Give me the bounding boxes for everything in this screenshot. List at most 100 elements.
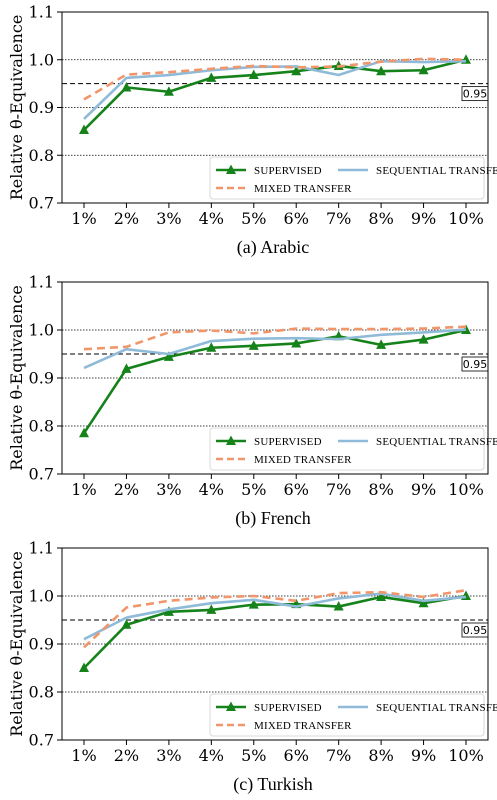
y-tick-label: 1.1 [29, 3, 54, 22]
data-point [206, 72, 217, 82]
panel-caption: (a) Arabic [237, 237, 309, 258]
data-point [163, 351, 174, 361]
data-point [79, 427, 89, 438]
data-point [248, 340, 259, 350]
data-point [248, 69, 259, 80]
data-point [79, 662, 89, 672]
legend-label-sequential: SEQUENTIAL TRANSFER [376, 436, 497, 448]
x-tick-label: 3% [156, 746, 181, 765]
legend-label-mixed: MIXED TRANSFER [254, 454, 352, 466]
x-tick-label: 9% [411, 480, 436, 499]
data-point [418, 64, 429, 75]
data-point [418, 334, 429, 344]
series-line-supervised [83, 58, 467, 131]
legend [209, 156, 485, 200]
x-tick-label: 4% [199, 209, 224, 228]
chart-panel-1: 0.95 0.7 0.8 0.9 1.0 1.1 1% 2% 3% 4% 5% 6% 7% 8% 9% 10%… [7, 3, 497, 259]
chart-panel-3: 0.95 0.7 0.8 0.9 1.0 1.1 1% 2% 3% 4% 5% 6% 7% 8% 9% 10%… [7, 539, 497, 796]
data-point [376, 591, 387, 601]
data-point [206, 604, 217, 614]
legend-marker [226, 435, 236, 445]
y-tick-label: 0.7 [29, 465, 54, 484]
x-tick-label: 5% [241, 209, 266, 228]
x-tick-label: 9% [411, 746, 436, 765]
data-point [333, 601, 344, 611]
reference-label: 0.95 [463, 624, 488, 637]
series-line-sequential [83, 592, 467, 641]
legend-label-mixed: MIXED TRANSFER [254, 183, 352, 195]
y-axis-label: Relative θ-Equivalence [7, 285, 26, 471]
data-point [418, 597, 429, 608]
data-point [163, 86, 174, 96]
x-tick-label: 7% [326, 746, 351, 765]
y-tick-label: 0.8 [29, 683, 54, 702]
legend-label-sequential: SEQUENTIAL TRANSFER [376, 165, 497, 177]
x-tick-label: 4% [199, 480, 224, 499]
y-tick-label: 0.7 [29, 194, 54, 213]
x-tick-label: 1% [71, 480, 96, 499]
x-tick-label: 5% [241, 746, 266, 765]
legend-label-sequential: SEQUENTIAL TRANSFER [376, 702, 497, 714]
y-tick-label: 1.1 [29, 539, 54, 558]
y-tick-label: 0.9 [29, 369, 54, 388]
x-tick-label: 7% [326, 480, 351, 499]
x-tick-label: 2% [114, 746, 139, 765]
y-tick-label: 0.7 [29, 731, 54, 750]
x-tick-label: 10% [448, 480, 484, 499]
series-line-mixed [83, 57, 467, 101]
data-point [163, 606, 174, 616]
data-point [206, 342, 217, 352]
y-axis-label: Relative θ-Equivalence [7, 15, 26, 201]
legend-marker [226, 164, 236, 174]
panel-caption: (c) Turkish [233, 774, 313, 795]
y-tick-label: 0.8 [29, 417, 54, 436]
series-line-mixed [83, 588, 467, 649]
chart-panel-2: 0.95 0.7 0.8 0.9 1.0 1.1 1% 2% 3% 4% 5% 6% 7% 8% 9% 10%… [7, 273, 497, 530]
reference-label: 0.95 [463, 88, 488, 101]
x-tick-label: 9% [411, 209, 436, 228]
y-tick-label: 1.0 [29, 587, 54, 606]
x-tick-label: 7% [326, 209, 351, 228]
x-tick-label: 8% [368, 480, 393, 499]
reference-label: 0.95 [463, 358, 488, 371]
x-tick-label: 4% [199, 746, 224, 765]
data-point [291, 337, 302, 348]
x-tick-label: 10% [448, 746, 484, 765]
legend-label-supervised: SUPERVISED [254, 702, 322, 714]
x-tick-label: 6% [284, 209, 309, 228]
data-point [121, 81, 132, 92]
x-tick-label: 10% [448, 209, 484, 228]
data-point [121, 363, 132, 373]
legend-label-supervised: SUPERVISED [254, 165, 322, 177]
series-line-supervised [82, 328, 467, 434]
y-tick-label: 1.0 [29, 321, 54, 340]
y-tick-label: 1.1 [29, 273, 54, 292]
x-tick-label: 8% [368, 209, 393, 228]
x-tick-label: 1% [71, 209, 96, 228]
x-tick-label: 8% [368, 746, 393, 765]
x-tick-label: 2% [114, 209, 139, 228]
y-tick-label: 0.9 [29, 98, 54, 117]
x-tick-label: 1% [71, 746, 96, 765]
data-point [376, 339, 387, 349]
legend-marker [226, 701, 236, 711]
panel-caption: (b) French [235, 508, 310, 529]
x-tick-label: 3% [156, 480, 181, 499]
data-point [376, 65, 387, 76]
data-point [79, 124, 89, 134]
y-tick-label: 0.9 [29, 635, 54, 654]
x-tick-label: 3% [156, 209, 181, 228]
legend [209, 693, 485, 737]
series-line-sequential [83, 328, 467, 370]
legend [209, 427, 485, 471]
y-axis-label: Relative θ-Equivalence [7, 551, 26, 737]
data-point [461, 324, 471, 334]
legend-label-supervised: SUPERVISED [254, 436, 322, 448]
x-tick-label: 6% [284, 746, 309, 765]
data-point [291, 65, 302, 76]
x-tick-label: 2% [114, 480, 139, 499]
y-tick-label: 0.8 [29, 146, 54, 165]
series-line-supervised [83, 594, 467, 669]
x-tick-label: 6% [284, 480, 309, 499]
